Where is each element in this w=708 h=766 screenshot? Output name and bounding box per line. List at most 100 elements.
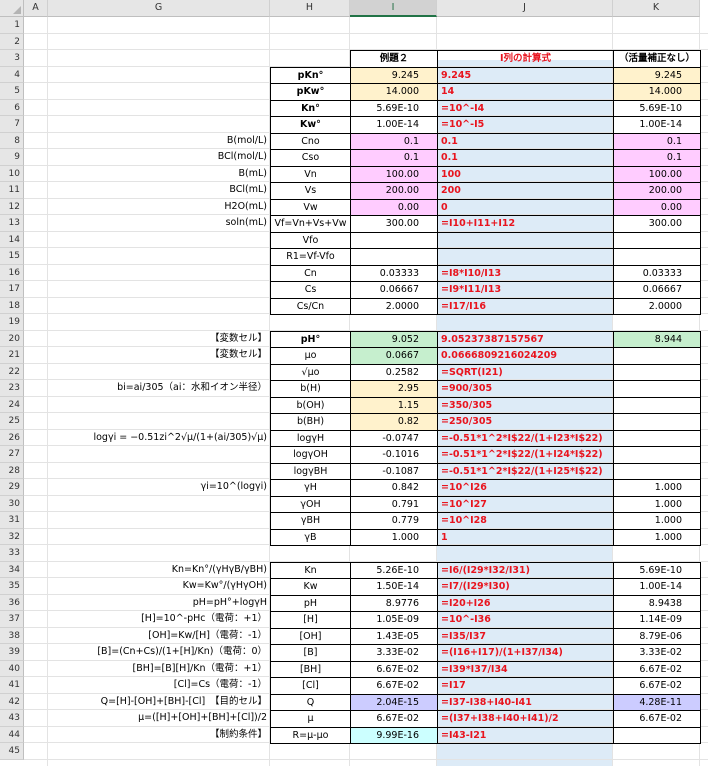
formula-cell[interactable]: 0 [437, 198, 614, 216]
comparison-value-cell[interactable]: 5.69E-10 [613, 561, 701, 579]
formula-cell[interactable]: =I9*I11/I13 [437, 281, 614, 299]
header-cell-formula-column[interactable]: I列の計算式 [437, 50, 614, 68]
value-cell[interactable]: 1.50E-14 [350, 578, 438, 596]
variable-label-cell[interactable]: Kw° [270, 116, 351, 134]
row-header-35[interactable]: 35 [0, 578, 24, 595]
description-cell[interactable]: Kn=Kn°/(γHγB/γBH) [171, 563, 267, 575]
row-header-11[interactable]: 11 [0, 182, 24, 199]
formula-cell[interactable]: =-0.51*1^2*I$22/(1+I25*I$22) [437, 462, 614, 480]
description-cell[interactable]: pH=pH°+logγH [192, 596, 267, 608]
row-header-13[interactable]: 13 [0, 215, 24, 232]
formula-cell[interactable]: =350/305 [437, 396, 614, 414]
variable-label-cell[interactable]: γH [270, 479, 351, 497]
comparison-value-cell[interactable]: 200.00 [613, 182, 701, 200]
comparison-value-cell[interactable] [613, 248, 701, 266]
row-header-8[interactable]: 8 [0, 132, 24, 149]
column-header-g[interactable]: G [48, 0, 270, 17]
value-cell[interactable]: 3.33E-02 [350, 644, 438, 662]
value-cell[interactable]: 0.0667 [350, 347, 438, 365]
row-header-23[interactable]: 23 [0, 380, 24, 397]
comparison-value-cell[interactable]: 100.00 [613, 165, 701, 183]
variable-label-cell[interactable]: R=μ-μo [270, 726, 351, 744]
formula-cell[interactable]: =(I37+I38+I40+I41)/2 [437, 710, 614, 728]
header-cell-example[interactable]: 例題２ [350, 50, 438, 68]
comparison-value-cell[interactable]: 4.28E-11 [613, 693, 701, 711]
variable-label-cell[interactable]: Cno [270, 132, 351, 150]
description-cell[interactable]: 【変数セル】 [209, 349, 267, 360]
description-cell[interactable]: μ=([H]+[OH]+[BH]+[Cl])/2 [138, 712, 267, 723]
comparison-value-cell[interactable]: 1.000 [613, 479, 701, 497]
row-header-17[interactable]: 17 [0, 281, 24, 298]
variable-label-cell[interactable]: b(OH) [270, 396, 351, 414]
value-cell[interactable]: 2.0000 [350, 297, 438, 315]
variable-label-cell[interactable]: Vf=Vn+Vs+Vw [270, 215, 351, 233]
value-cell[interactable]: 0.00 [350, 198, 438, 216]
value-cell[interactable]: 0.791 [350, 495, 438, 513]
row-header-18[interactable]: 18 [0, 297, 24, 314]
value-cell[interactable]: 2.95 [350, 380, 438, 398]
value-cell[interactable]: -0.0747 [350, 429, 438, 447]
description-cell[interactable]: 【制約条件】 [209, 728, 267, 740]
variable-label-cell[interactable]: pKw° [270, 83, 351, 101]
description-cell[interactable]: soln(mL) [225, 217, 267, 228]
comparison-value-cell[interactable] [613, 380, 701, 398]
select-all-corner[interactable] [0, 0, 24, 17]
formula-cell[interactable]: =10^-I36 [437, 611, 614, 629]
description-cell[interactable]: bi=ai/305（ai：水和イオン半径） [117, 382, 267, 393]
variable-label-cell[interactable]: Vw [270, 198, 351, 216]
row-header-2[interactable]: 2 [0, 33, 24, 50]
comparison-value-cell[interactable]: 6.67E-02 [613, 710, 701, 728]
comparison-value-cell[interactable]: 0.1 [613, 132, 701, 150]
row-header-27[interactable]: 27 [0, 446, 24, 463]
formula-cell[interactable]: 9.245 [437, 66, 614, 84]
comparison-value-cell[interactable] [613, 363, 701, 381]
variable-label-cell[interactable]: [B] [270, 644, 351, 662]
formula-cell[interactable]: =I37-I38+I40-I41 [437, 693, 614, 711]
value-cell[interactable]: 1.000 [350, 528, 438, 546]
variable-label-cell[interactable]: γBH [270, 512, 351, 530]
formula-cell[interactable]: =I43-I21 [437, 726, 614, 744]
variable-label-cell[interactable]: b(H) [270, 380, 351, 398]
comparison-value-cell[interactable] [613, 429, 701, 447]
comparison-value-cell[interactable]: 0.00 [613, 198, 701, 216]
variable-label-cell[interactable]: b(BH) [270, 413, 351, 431]
value-cell[interactable]: 14.000 [350, 83, 438, 101]
variable-label-cell[interactable]: pH [270, 594, 351, 612]
row-header-20[interactable]: 20 [0, 330, 24, 347]
formula-cell[interactable]: =I8*I10/I13 [437, 264, 614, 282]
formula-cell[interactable]: =10^-I4 [437, 99, 614, 117]
comparison-value-cell[interactable]: 8.9438 [613, 594, 701, 612]
value-cell[interactable]: 5.69E-10 [350, 99, 438, 117]
value-cell[interactable]: 9.245 [350, 66, 438, 84]
formula-cell[interactable] [437, 231, 614, 249]
formula-cell[interactable]: =-0.51*1^2*I$22/(1+I24*I$22) [437, 446, 614, 464]
formula-cell[interactable]: =I6/(I29*I32/I31) [437, 561, 614, 579]
formula-cell[interactable]: =I20+I26 [437, 594, 614, 612]
row-header-34[interactable]: 34 [0, 561, 24, 578]
formula-cell[interactable]: =-0.51*1^2*I$22/(1+I23*I$22) [437, 429, 614, 447]
comparison-value-cell[interactable] [613, 726, 701, 744]
row-header-5[interactable]: 5 [0, 83, 24, 100]
row-header-44[interactable]: 44 [0, 726, 24, 743]
comparison-value-cell[interactable] [613, 347, 701, 365]
variable-label-cell[interactable]: γOH [270, 495, 351, 513]
value-cell[interactable]: 9.052 [350, 330, 438, 348]
variable-label-cell[interactable]: Kw [270, 578, 351, 596]
variable-label-cell[interactable]: [BH] [270, 660, 351, 678]
formula-cell[interactable]: 1 [437, 528, 614, 546]
row-header-30[interactable]: 30 [0, 495, 24, 512]
column-header-j[interactable]: J [437, 0, 613, 17]
row-header-12[interactable]: 12 [0, 198, 24, 215]
value-cell[interactable]: 0.82 [350, 413, 438, 431]
row-header-37[interactable]: 37 [0, 611, 24, 628]
value-cell[interactable]: 0.06667 [350, 281, 438, 299]
description-cell[interactable]: γi=10^(logγi) [200, 481, 267, 492]
value-cell[interactable]: 6.67E-02 [350, 660, 438, 678]
row-header-43[interactable]: 43 [0, 710, 24, 727]
row-header-14[interactable]: 14 [0, 231, 24, 248]
description-cell[interactable]: BCl(mL) [229, 184, 267, 195]
row-header-1[interactable]: 1 [0, 17, 24, 34]
formula-cell[interactable]: =I7/(I29*I30) [437, 578, 614, 596]
row-header-36[interactable]: 36 [0, 594, 24, 611]
row-header-3[interactable]: 3 [0, 50, 24, 67]
